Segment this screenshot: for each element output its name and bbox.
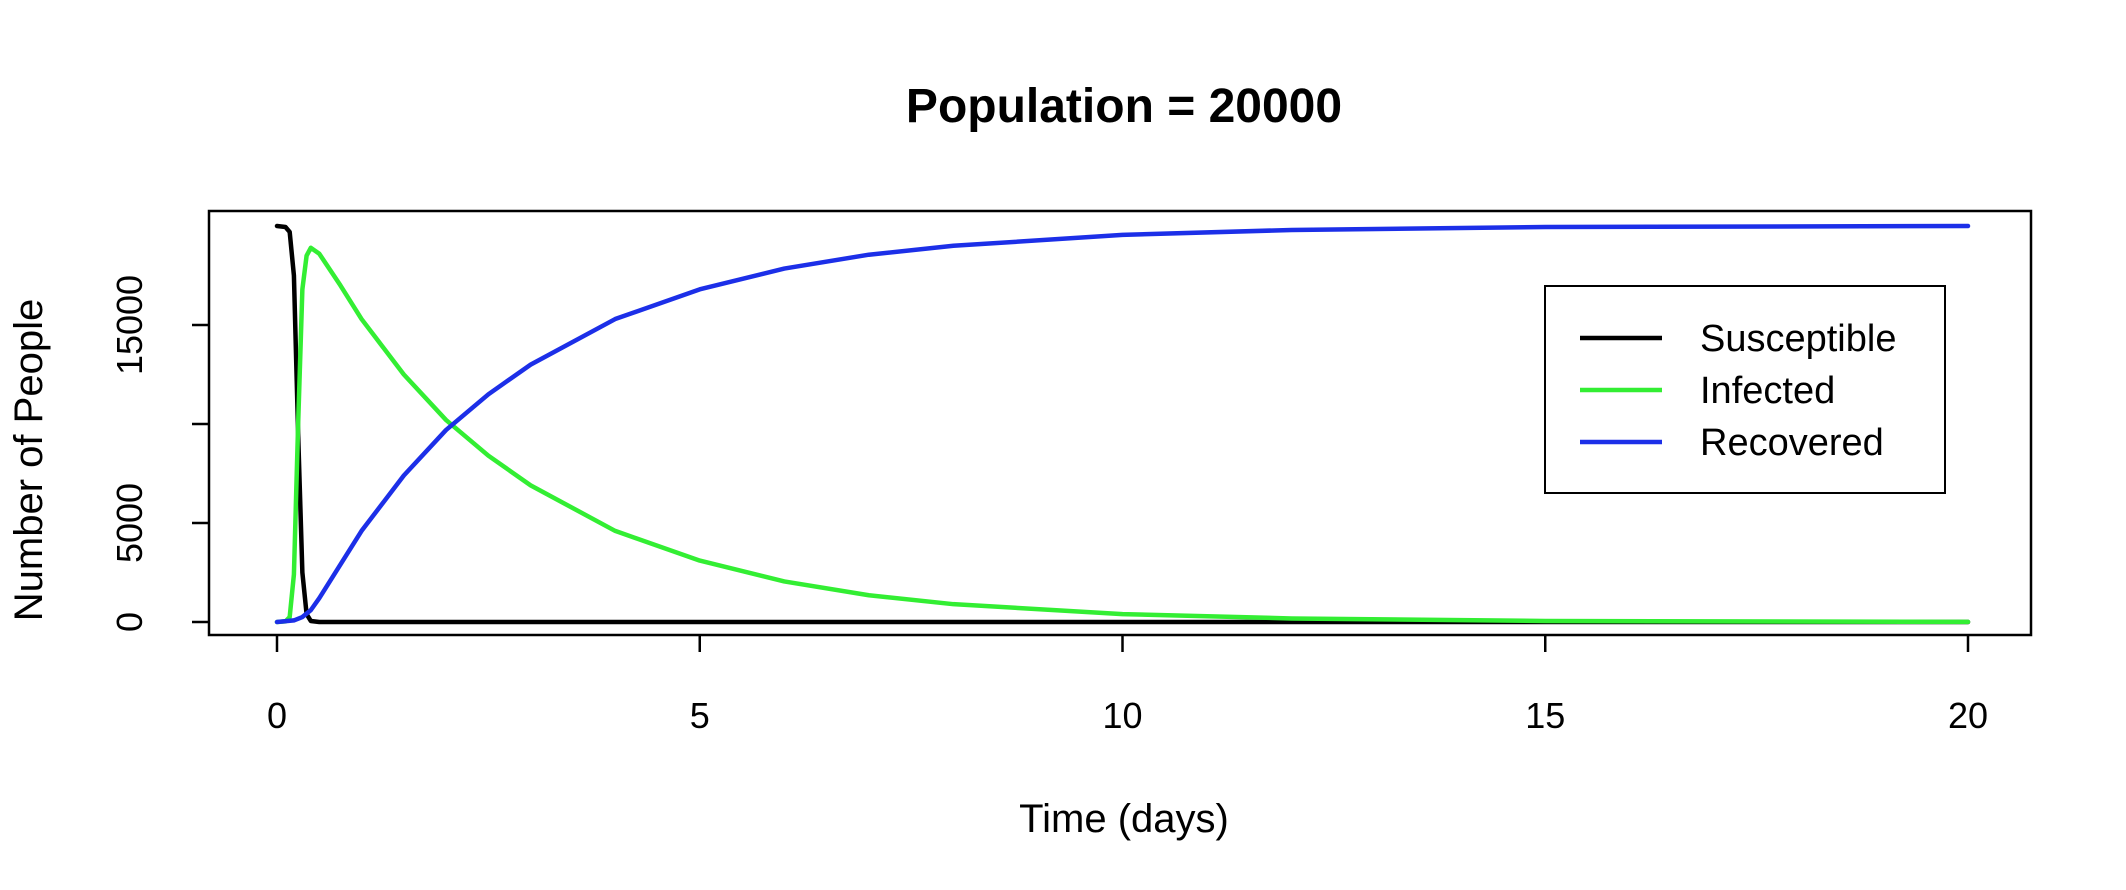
x-tick-label: 20 xyxy=(1948,695,1988,736)
chart-title: Population = 20000 xyxy=(906,80,1342,133)
x-axis: 0 5 10 15 20 xyxy=(267,635,1988,736)
x-tick-label: 5 xyxy=(690,695,710,736)
series-layer xyxy=(274,223,1971,625)
y-axis: 0 5000 15000 xyxy=(109,275,209,632)
legend-label-infected: Infected xyxy=(1700,370,1835,412)
legend-label-recovered: Recovered xyxy=(1700,422,1884,464)
legend: Susceptible Infected Recovered xyxy=(1544,285,1946,494)
legend-label-susceptible: Susceptible xyxy=(1700,318,1896,360)
x-tick-label: 10 xyxy=(1102,695,1142,736)
y-tick-label: 15000 xyxy=(109,275,150,375)
x-axis-label: Time (days) xyxy=(1019,797,1229,841)
series-line-recovered xyxy=(274,223,1971,625)
x-tick-label: 15 xyxy=(1525,695,1565,736)
x-tick-label: 0 xyxy=(267,695,287,736)
legend-items: Susceptible Infected Recovered xyxy=(1580,318,1896,464)
y-axis-label: Number of People xyxy=(7,299,51,621)
y-tick-label: 5000 xyxy=(109,483,150,563)
series-line-infected xyxy=(274,245,1971,625)
series-line-susceptible xyxy=(274,223,1971,625)
y-tick-label: 0 xyxy=(109,612,150,632)
